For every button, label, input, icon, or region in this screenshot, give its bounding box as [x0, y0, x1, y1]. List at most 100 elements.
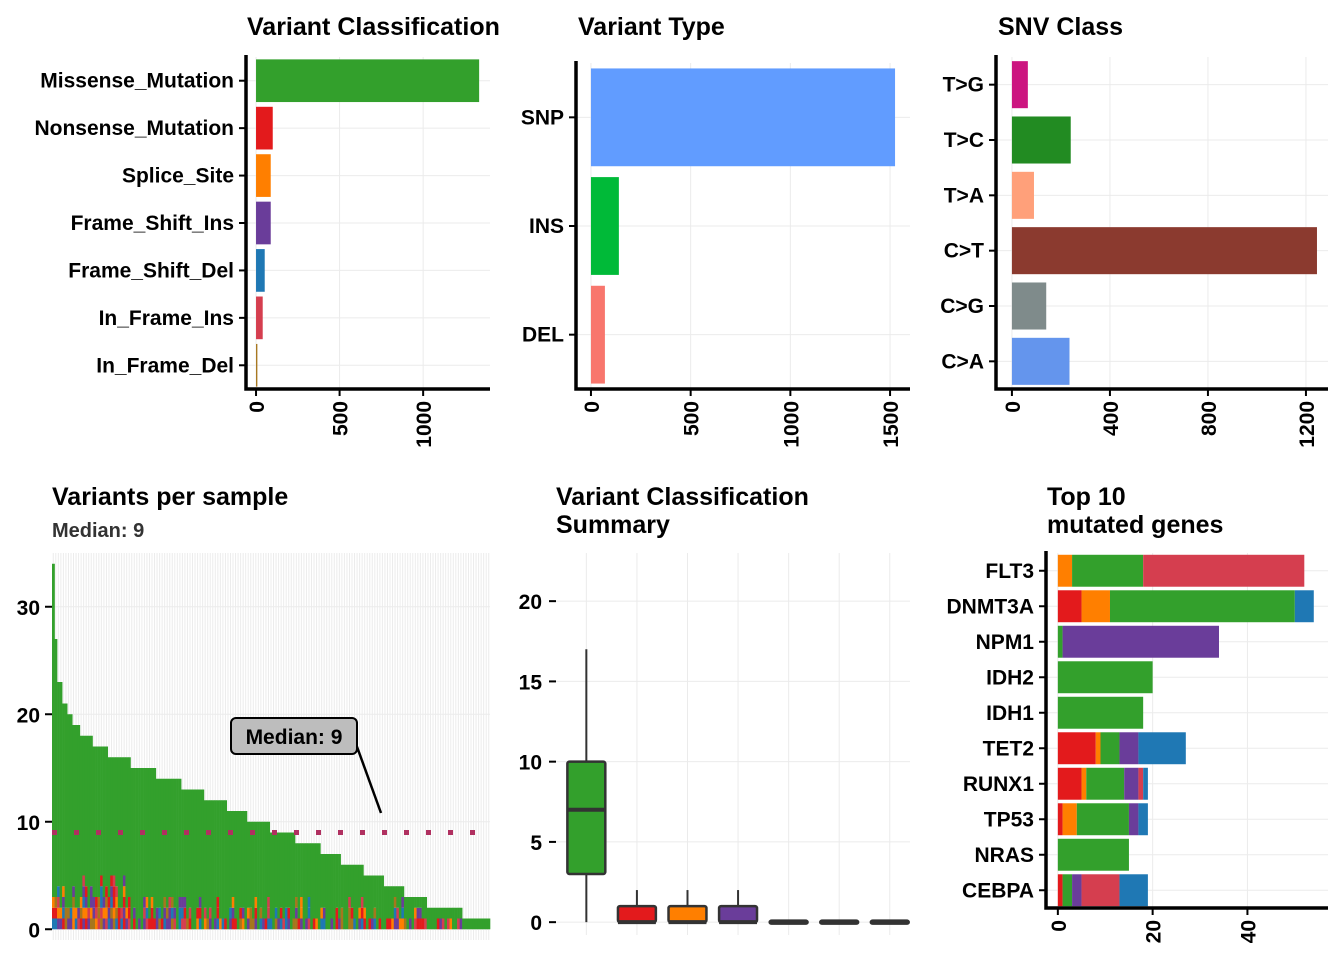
sample-bar-segment — [160, 778, 164, 919]
sample-bar-segment — [163, 897, 167, 908]
sample-bar-segment — [143, 897, 146, 908]
sample-bar-segment — [241, 811, 245, 908]
sample-bar-segment — [57, 682, 60, 887]
sample-bar-segment — [97, 746, 101, 897]
sample-bar-segment — [272, 832, 276, 930]
sample-bar-segment — [102, 897, 106, 908]
sample-bar-segment — [168, 778, 172, 897]
sample-bar-segment — [371, 875, 374, 919]
sample-bar-segment — [82, 735, 86, 876]
sample-bar-segment — [320, 907, 324, 919]
variant-classification-title: Variant Classification — [247, 13, 500, 41]
sample-bar-segment — [401, 886, 405, 897]
y-tick-label: FLT3 — [985, 560, 1034, 583]
sample-bar-segment — [216, 800, 220, 897]
sample-bar-segment — [181, 789, 184, 897]
sample-bar-segment — [484, 918, 488, 930]
bar-segment — [1143, 554, 1305, 587]
bar — [256, 106, 273, 150]
sample-bar-segment — [89, 918, 93, 930]
sample-bar-segment — [305, 843, 309, 919]
sample-bar-segment — [198, 789, 202, 897]
sample-bar-segment — [467, 918, 471, 930]
sample-bar-segment — [259, 907, 263, 919]
bar-segment — [1057, 803, 1063, 836]
bar — [256, 59, 480, 103]
sample-bar-segment — [107, 757, 111, 897]
sample-bar-segment — [267, 897, 271, 908]
sample-bar-segment — [383, 886, 387, 930]
sample-bar-segment — [87, 907, 91, 919]
sample-bar-segment — [360, 918, 364, 930]
bar-segment — [1138, 767, 1144, 800]
sample-bar-segment — [262, 918, 265, 930]
sample-bar-segment — [77, 907, 81, 919]
sample-bar-segment — [165, 778, 169, 908]
sample-bar-segment — [79, 918, 83, 930]
sample-bar-segment — [188, 907, 192, 919]
sample-bar-segment — [158, 907, 162, 919]
sample-bar-segment — [165, 907, 169, 919]
sample-bar-segment — [335, 918, 339, 930]
y-tick-label: IDH1 — [986, 702, 1034, 725]
sample-bar-segment — [122, 907, 126, 919]
sample-bar-segment — [198, 907, 202, 919]
sample-bar-segment — [239, 907, 243, 919]
sample-bar-segment — [358, 907, 362, 919]
sample-bar-segment — [84, 735, 88, 887]
sample-bar-segment — [84, 918, 88, 930]
sample-bar-segment — [133, 768, 136, 908]
sample-bar-segment — [196, 918, 200, 930]
y-tick-label: NRAS — [974, 844, 1034, 867]
x-tick-label: 1000 — [413, 401, 436, 448]
sample-bar-segment — [188, 789, 192, 908]
sample-bar-segment — [472, 918, 476, 930]
box — [566, 760, 607, 876]
bar-segment — [1057, 625, 1063, 658]
sample-bar-segment — [72, 907, 76, 919]
bar-segment — [1062, 625, 1219, 658]
sample-bar-segment — [219, 800, 222, 919]
sample-bar-segment — [424, 918, 428, 930]
sample-bar-segment — [203, 800, 207, 908]
sample-bar-segment — [115, 757, 119, 887]
sample-bar-segment — [122, 875, 126, 887]
y-tick-label: RUNX1 — [963, 773, 1035, 796]
sample-bar-segment — [259, 918, 263, 930]
sample-bar-segment — [100, 746, 103, 876]
sample-bar-segment — [350, 907, 354, 919]
sample-bar-segment — [74, 918, 78, 930]
variant-type-title: Variant Type — [578, 13, 725, 41]
sample-bar-segment — [284, 918, 288, 930]
sample-bar-segment — [403, 897, 407, 919]
sample-bar-segment — [170, 918, 174, 930]
sample-bar-segment — [414, 918, 417, 930]
sample-bar-segment — [79, 907, 83, 919]
sample-bar-segment — [231, 897, 235, 908]
median-annotation-box — [230, 717, 358, 755]
sample-bar-segment — [295, 897, 298, 908]
sample-bar-segment — [338, 854, 341, 919]
sample-bar-segment — [54, 907, 58, 919]
bar-segment — [1109, 590, 1295, 623]
sample-bar-segment — [224, 918, 227, 930]
sample-bar-segment — [117, 907, 121, 919]
sample-bar-segment — [241, 907, 245, 919]
sample-bar-segment — [100, 897, 103, 908]
sample-bar-segment — [54, 918, 58, 930]
sample-bar-segment — [89, 897, 93, 908]
sample-bar-segment — [163, 907, 167, 919]
sample-bar-segment — [211, 800, 215, 930]
sample-bar-segment — [249, 907, 253, 919]
y-tick-label: 0 — [28, 919, 40, 942]
sample-bar-segment — [62, 918, 65, 930]
sample-bar-segment — [419, 907, 422, 919]
sample-bar-segment — [315, 843, 319, 919]
sample-bar-segment — [92, 746, 96, 897]
bar — [256, 154, 271, 197]
sample-bar-segment — [414, 907, 417, 919]
sample-bar-segment — [295, 907, 298, 919]
sample-bar-segment — [57, 918, 60, 930]
sample-bar-segment — [398, 886, 402, 919]
